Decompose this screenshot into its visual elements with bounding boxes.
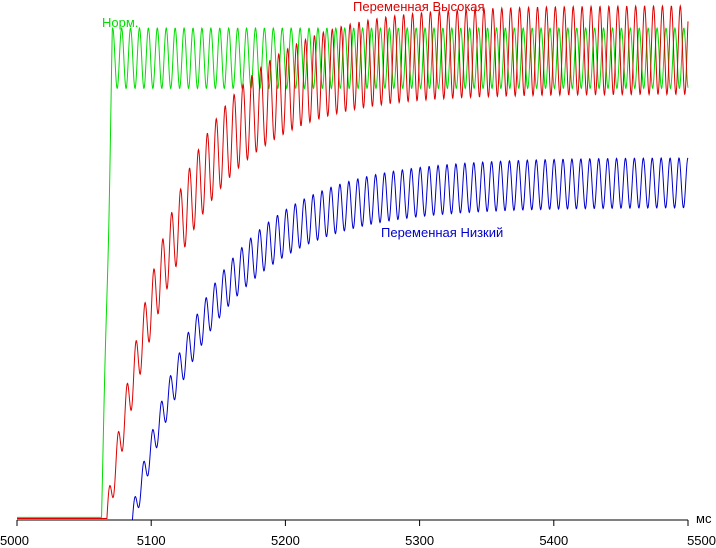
series-curves xyxy=(17,4,689,521)
series-labels: Норм. Переменная Высокая Переменная Низкий xyxy=(102,0,503,240)
x-tick-label: 5300 xyxy=(405,533,434,548)
x-tick-label: 5400 xyxy=(539,533,568,548)
series-label: Переменная Высокая xyxy=(353,0,485,14)
series-label: Переменная Низкий xyxy=(381,225,503,240)
x-tick-label: 5200 xyxy=(271,533,300,548)
x-tick-label: 5500 xyxy=(687,533,716,548)
series-line xyxy=(17,156,689,521)
x-ticks: 5000 5100 5200 5300 5400 5500 xyxy=(0,520,716,548)
series-line xyxy=(17,4,689,519)
series-label: Норм. xyxy=(102,15,138,30)
x-tick-label: 5000 xyxy=(0,533,29,548)
series-line xyxy=(17,26,689,518)
x-tick-label: 5100 xyxy=(137,533,166,548)
x-unit-label: мс xyxy=(696,511,712,526)
